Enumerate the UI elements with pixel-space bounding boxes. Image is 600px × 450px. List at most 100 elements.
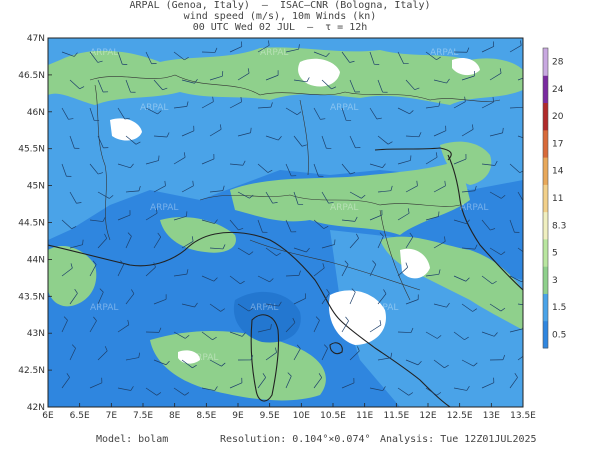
wind-barb-146 <box>341 264 349 277</box>
wind-barb-feather-117 <box>490 228 496 231</box>
wind-barb-feather-194 <box>274 347 277 353</box>
wind-barb-feather-9 <box>325 52 330 57</box>
wind-barb-feather-175 <box>212 336 217 341</box>
wind-barb-feather-131 <box>409 232 414 238</box>
wind-barb-feather-187 <box>71 344 76 349</box>
colorbar-segment-10 <box>543 48 548 76</box>
wind-barb-feather-1 <box>97 60 103 63</box>
wind-barb-feather-4 <box>184 56 189 61</box>
colorbar-segment-3 <box>543 238 548 267</box>
wind-barb-182 <box>397 331 412 333</box>
wind-barb-70 <box>117 163 131 169</box>
wind-barb-65 <box>461 129 474 137</box>
lon-label-6: 9E <box>232 411 244 421</box>
wind-barb-141 <box>201 275 215 282</box>
wind-barb-201 <box>461 359 474 367</box>
wind-barb-15 <box>481 46 494 53</box>
svg-text:ARPAL: ARPAL <box>150 203 178 213</box>
wind-barb-feather-160 <box>278 301 282 307</box>
wind-barb-feather-91 <box>249 194 254 199</box>
wind-barb-feather-174 <box>185 334 190 339</box>
colorbar-segment-2 <box>543 266 548 294</box>
wind-barb-feather-157 <box>194 302 198 308</box>
lat-label-6: 44N <box>27 255 45 265</box>
wind-barb-168 <box>489 303 502 312</box>
lat-label-5: 44.5N <box>18 219 45 229</box>
wind-barb-feather-67 <box>530 136 533 140</box>
wind-barb-219 <box>481 382 495 389</box>
wind-barb-feather-195 <box>296 344 301 349</box>
wind-barb-feather-211 <box>262 373 266 378</box>
wind-field-white-6 <box>452 58 480 76</box>
wind-barb-119 <box>69 244 83 249</box>
wind-barb-feather-152 <box>521 280 523 283</box>
wind-barb-feather-34 <box>68 118 74 120</box>
latitude-labels: 47N 46.5N 46N 45.5N 45N 44.5N 44N 43.5N 43N 42.5N… <box>18 34 52 413</box>
wind-barb-214 <box>341 382 355 389</box>
wind-barb-165 <box>405 299 419 305</box>
wind-barb-feather-86 <box>109 195 114 199</box>
wind-barb-feather-58 <box>278 136 282 141</box>
wind-barb-143 <box>257 275 270 283</box>
wind-barb-feather-200 <box>444 364 449 369</box>
wind-barb-133 <box>461 247 475 250</box>
wind-barb-44 <box>341 107 347 121</box>
wind-barb-feather-53 <box>135 141 141 145</box>
lat-label-3: 45.5N <box>18 145 45 155</box>
wind-barb-95 <box>349 191 362 199</box>
wind-barb-feather-108 <box>238 227 244 231</box>
wind-barb-189 <box>125 357 139 361</box>
wind-barb-40 <box>229 101 242 109</box>
wind-field-green-alps <box>48 47 523 105</box>
wind-barb-feather-125 <box>248 251 254 255</box>
wind-barb-feather-170 <box>63 316 68 321</box>
colorbar-tick-label-7: 17 <box>552 139 563 149</box>
wind-barb-feather-54 <box>166 132 170 138</box>
wind-barb-feather-135 <box>529 253 533 256</box>
lon-label-0: 6E <box>42 411 54 421</box>
wind-barb-136 <box>61 267 73 277</box>
wind-barb-118 <box>509 219 515 233</box>
svg-text:ARPAL: ARPAL <box>370 303 398 313</box>
wind-field-green-west <box>48 245 97 307</box>
wind-barb-104 <box>117 214 131 221</box>
wind-barb-feather-39 <box>212 96 214 102</box>
wind-barb-feather-158 <box>220 308 226 312</box>
colorbar-tick-label-5: 11 <box>552 194 563 204</box>
svg-text:ARPAL: ARPAL <box>90 48 118 58</box>
lat-label-9: 42.5N <box>18 366 45 376</box>
wind-barb-218 <box>453 387 467 391</box>
wind-barb-56 <box>209 128 222 137</box>
wind-barb-feather-181 <box>379 319 382 326</box>
wind-barb-feather-87 <box>138 185 141 191</box>
wind-barb-25 <box>293 79 307 83</box>
wind-barb-38 <box>173 106 187 109</box>
wind-barb-83 <box>481 163 495 166</box>
wind-barb-feather-212 <box>287 372 292 377</box>
wind-barb-157 <box>181 303 195 308</box>
wind-barb-198 <box>377 357 391 361</box>
wind-barb-191 <box>181 359 193 369</box>
wind-barb-86 <box>97 191 110 199</box>
wind-barb-feather-57 <box>250 127 252 133</box>
wind-barb-feather-47 <box>438 101 441 107</box>
wind-barb-207 <box>145 387 157 396</box>
wind-barb-feather-133 <box>474 244 478 250</box>
wind-barb-52 <box>97 135 104 149</box>
wind-barb-29 <box>405 79 415 90</box>
wind-barb-feather-144 <box>298 270 301 276</box>
wind-barb-109 <box>257 219 263 233</box>
wind-barb-20 <box>153 79 163 91</box>
wind-barb-130 <box>377 236 384 249</box>
wind-barb-feather-16 <box>520 40 522 46</box>
wind-barb-18 <box>97 79 104 93</box>
wind-barb-feather-196 <box>323 344 328 349</box>
wind-barb-53 <box>125 135 137 145</box>
wind-barb-124 <box>209 247 223 250</box>
wind-field-dark-blue <box>233 291 301 343</box>
wind-barb-feather-112 <box>354 216 358 222</box>
colorbar-segment-7 <box>543 129 548 158</box>
wind-barb-feather-206 <box>130 386 134 391</box>
lon-label-14: 13E <box>483 411 500 421</box>
